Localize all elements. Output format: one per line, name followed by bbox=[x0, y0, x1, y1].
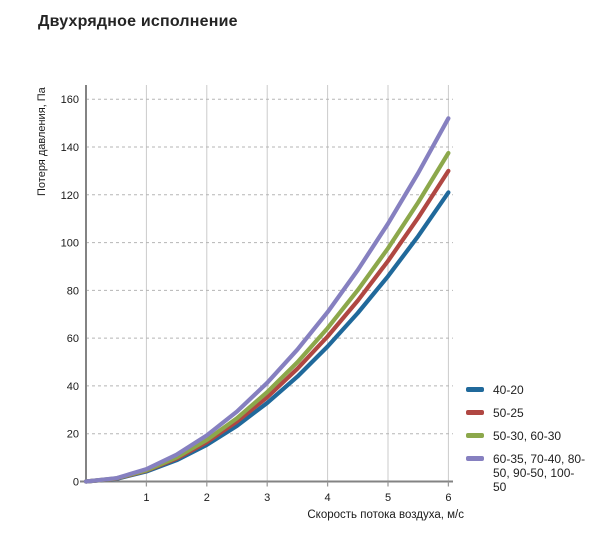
y-tick-label: 160 bbox=[61, 94, 79, 106]
y-tick-label: 20 bbox=[67, 429, 79, 441]
y-axis-title: Потеря давления, Па bbox=[36, 87, 48, 196]
chart-legend: 40-20 50-25 50-30, 60-30 60-35, 70-40, 80-5… bbox=[466, 383, 587, 503]
legend-item: 50-25 bbox=[466, 406, 587, 420]
x-tick-label: 4 bbox=[325, 492, 331, 504]
x-tick-label: 6 bbox=[445, 492, 451, 504]
legend-label: 50-30, 60-30 bbox=[493, 429, 562, 443]
x-tick-label: 5 bbox=[385, 492, 391, 504]
y-tick-label: 80 bbox=[67, 285, 79, 297]
legend-swatch bbox=[466, 456, 484, 461]
legend-swatch bbox=[466, 433, 484, 438]
x-axis-title: Скорость потока воздуха, м/с bbox=[307, 509, 464, 521]
legend-label: 40-20 bbox=[493, 383, 524, 397]
legend-swatch bbox=[466, 387, 484, 392]
legend-item: 50-30, 60-30 bbox=[466, 429, 587, 443]
y-tick-label: 140 bbox=[61, 142, 79, 154]
x-tick-label: 1 bbox=[143, 492, 149, 504]
y-tick-label: 0 bbox=[73, 477, 79, 489]
x-tick-label: 2 bbox=[204, 492, 210, 504]
legend-item: 60-35, 70-40, 80-50, 90-50, 100-50 bbox=[466, 452, 587, 494]
legend-swatch bbox=[466, 410, 484, 415]
x-tick-label: 3 bbox=[264, 492, 270, 504]
y-tick-label: 40 bbox=[67, 381, 79, 393]
legend-item: 40-20 bbox=[466, 383, 587, 397]
page-title: Двухрядное исполнение bbox=[38, 13, 238, 30]
y-tick-label: 60 bbox=[67, 333, 79, 345]
curve-60-35-70-40-80-50-90-50-100-50 bbox=[83, 116, 451, 484]
y-tick-label: 120 bbox=[61, 190, 79, 202]
legend-label: 50-25 bbox=[493, 406, 524, 420]
legend-label: 60-35, 70-40, 80-50, 90-50, 100-50 bbox=[493, 452, 586, 494]
y-tick-label: 100 bbox=[61, 238, 79, 250]
